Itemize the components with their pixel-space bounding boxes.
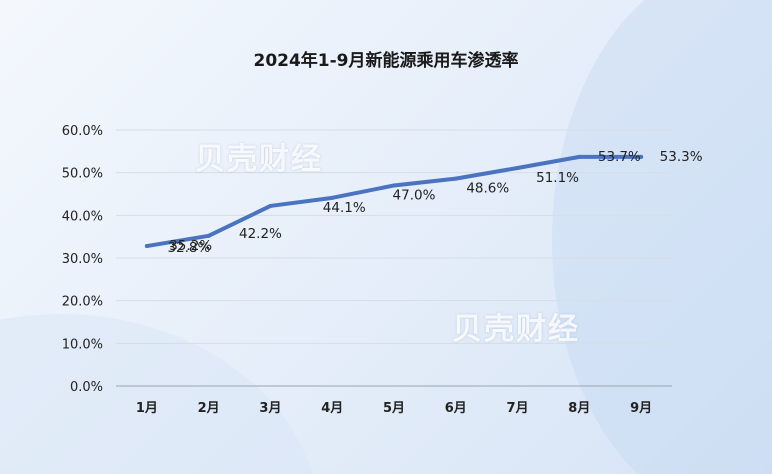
watermark-lower: 贝壳财经 — [452, 312, 580, 347]
data-label: 35.2% — [169, 238, 212, 254]
chart-title: 2024年1-9月新能源乘用车渗透率 — [253, 51, 519, 71]
data-point — [392, 183, 396, 188]
y-tick-label: 50.0% — [62, 167, 103, 182]
data-label: 53.3% — [660, 149, 703, 165]
y-tick-label: 10.0% — [62, 337, 103, 352]
data-point — [206, 233, 211, 238]
data-point — [144, 244, 149, 249]
data-label: 44.1% — [323, 200, 366, 216]
data-label: 32.8% — [167, 240, 210, 256]
x-tick-label: 5月 — [383, 401, 405, 416]
x-tick-label: 2月 — [198, 401, 220, 416]
data-label: 53.7% — [598, 149, 641, 165]
data-label: 47.0% — [393, 187, 436, 203]
x-tick-label: 9月 — [630, 401, 652, 416]
y-tick-label: 0.0% — [70, 380, 103, 395]
x-tick-label: 3月 — [259, 401, 281, 416]
y-tick-label: 20.0% — [62, 295, 103, 310]
data-point — [515, 165, 520, 170]
data-label: 48.6% — [466, 181, 509, 197]
x-tick-label: 4月 — [321, 401, 343, 416]
data-label: 51.1% — [536, 170, 579, 186]
data-point — [453, 176, 458, 181]
x-tick-label: 8月 — [568, 401, 590, 416]
data-point — [577, 154, 582, 159]
data-point — [330, 195, 335, 200]
data-point — [639, 154, 644, 159]
y-tick-label: 30.0% — [62, 252, 103, 267]
y-tick-label: 60.0% — [62, 124, 103, 139]
y-tick-label: 40.0% — [62, 209, 103, 224]
x-tick-label: 1月 — [136, 401, 158, 416]
data-point — [268, 203, 273, 208]
watermark-upper: 贝壳财经 — [195, 142, 323, 177]
x-tick-label: 6月 — [445, 401, 467, 416]
x-tick-label: 7月 — [507, 401, 529, 416]
data-label: 42.2% — [239, 226, 282, 242]
